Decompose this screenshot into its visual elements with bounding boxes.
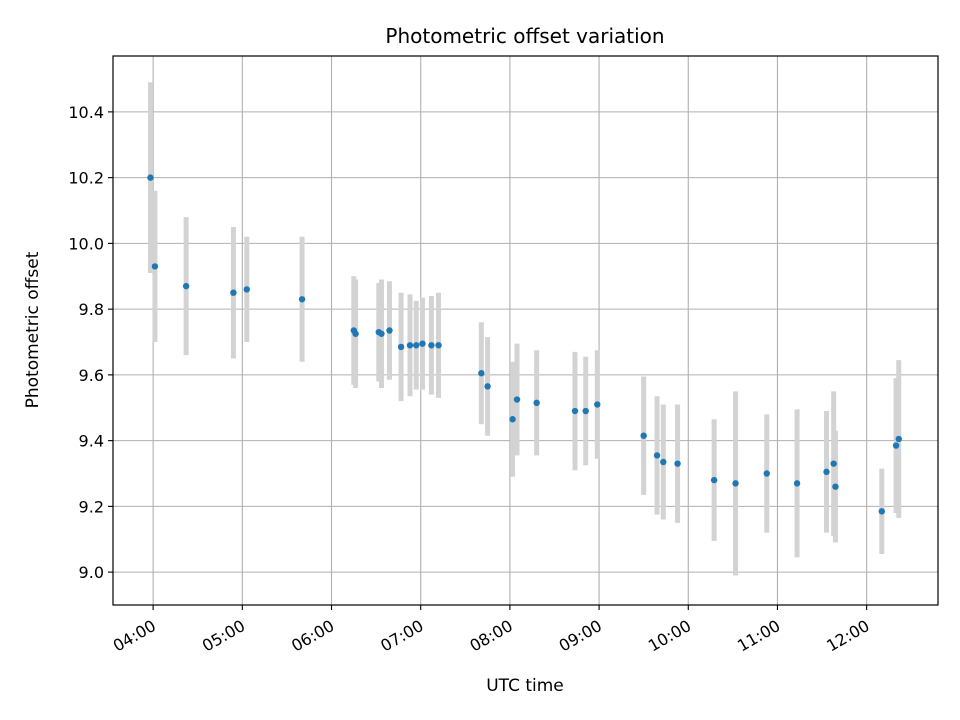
data-point	[478, 370, 485, 377]
data-point	[640, 432, 647, 439]
data-point	[509, 416, 516, 423]
data-point	[763, 470, 770, 477]
data-point	[419, 340, 426, 347]
y-axis-title: Photometric offset	[23, 251, 43, 408]
data-point	[878, 508, 886, 515]
data-point	[710, 476, 718, 484]
y-tick-label: 9.0	[79, 563, 104, 582]
data-point	[660, 458, 667, 466]
data-point	[732, 480, 739, 487]
data-point	[147, 174, 154, 181]
data-point	[832, 483, 839, 490]
y-tick-label: 9.4	[79, 432, 104, 451]
data-point	[230, 289, 237, 296]
data-point	[484, 383, 491, 390]
data-point	[653, 452, 661, 459]
data-point	[513, 396, 521, 403]
data-point	[582, 407, 589, 415]
data-points	[147, 174, 902, 515]
data-point	[182, 282, 190, 290]
data-point	[378, 330, 385, 337]
data-point	[151, 263, 159, 270]
data-point	[243, 286, 250, 293]
y-tick-label: 9.6	[79, 366, 104, 385]
data-point	[397, 343, 405, 351]
data-point	[674, 460, 681, 467]
data-point	[413, 342, 420, 349]
data-point	[435, 342, 442, 349]
data-point	[298, 296, 306, 303]
data-point	[386, 327, 393, 334]
data-point	[793, 480, 801, 487]
data-point	[352, 330, 359, 337]
data-point	[428, 342, 435, 349]
grid	[113, 56, 938, 605]
y-tick-label: 10.0	[68, 234, 104, 253]
data-point	[594, 401, 601, 408]
data-point	[406, 342, 414, 349]
y-tick-label: 10.2	[68, 169, 104, 188]
plot-frame	[112, 55, 939, 606]
x-axis-title: UTC time	[486, 676, 564, 696]
data-point	[895, 435, 902, 443]
chart-title: Photometric offset variation	[385, 24, 664, 48]
y-tick-label: 9.8	[79, 300, 104, 319]
data-point	[533, 399, 540, 407]
y-tick-label: 9.2	[79, 497, 104, 516]
data-point	[823, 468, 830, 476]
data-point	[830, 460, 837, 467]
data-point	[571, 407, 579, 415]
y-axis: 9.0 9.2 9.4 9.6 9.8 10.0 10.2 10.4	[68, 103, 113, 582]
y-tick-label: 10.4	[68, 103, 104, 122]
data-point	[892, 442, 900, 449]
